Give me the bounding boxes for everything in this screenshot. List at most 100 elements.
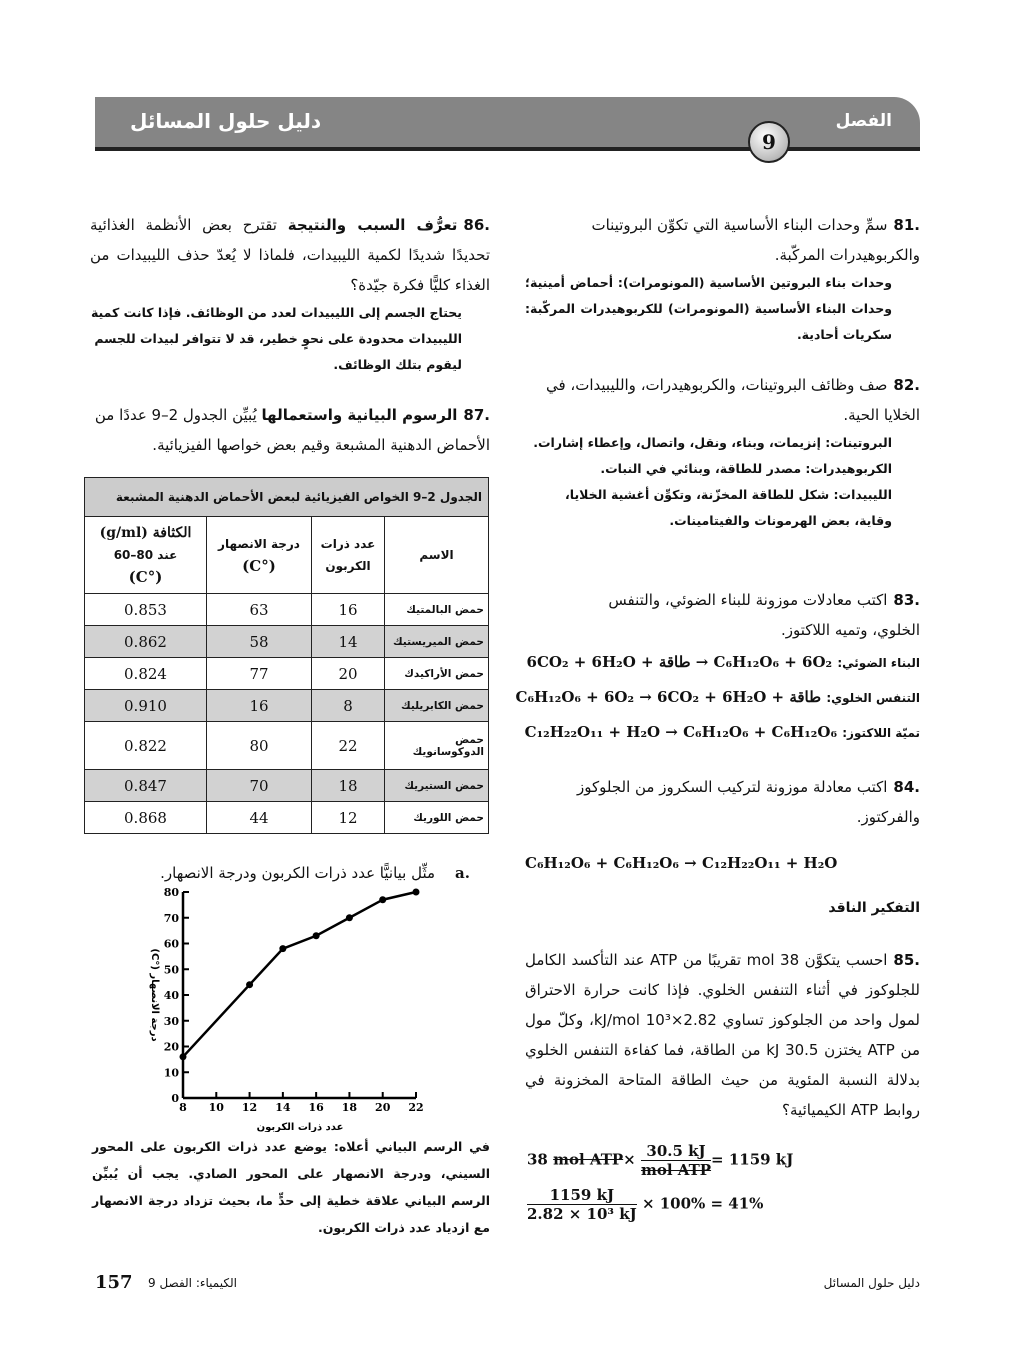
- question-85: 85.احسب يتكوَّن 38 mol تقريبًا من ATP عن…: [525, 945, 920, 1125]
- cell-name: حمض الأراكيدك: [384, 657, 489, 690]
- cell-carbons: 16: [311, 593, 385, 626]
- page-number: 157: [95, 1272, 133, 1293]
- header-unit: (°C): [128, 568, 163, 586]
- equation-lactose-hydrolysis: تميّة اللاكتوز: C₁₂H₂₂O₁₁ + H₂O → C₆H₁₂O…: [525, 715, 920, 750]
- equation-formula: C₁₂H₂₂O₁₁ + H₂O → C₆H₁₂O₆ + C₆H₁₂O₆: [524, 723, 838, 741]
- chapter-number-badge: 9: [748, 121, 790, 163]
- y-tick-label: 60: [164, 938, 180, 951]
- cell-name: حمض البالمتيك: [384, 593, 489, 626]
- calc-fraction: 30.5 kJ mol ATP: [640, 1142, 712, 1179]
- data-point: [179, 1053, 187, 1061]
- x-tick-label: 22: [408, 1101, 423, 1114]
- data-point: [312, 932, 320, 940]
- y-tick-label: 30: [164, 1015, 180, 1028]
- question-text: تقترح بعض الأنظمة الغذائية تحديدًا شديدً…: [90, 216, 490, 294]
- cell-melting: 16: [206, 689, 312, 722]
- cell-density: 0.910: [84, 689, 207, 722]
- cell-melting: 58: [206, 625, 312, 658]
- question-81: 81.سمِّ وحدات البناء الأساسية التي تكوِّ…: [525, 210, 920, 348]
- part-label: a.: [455, 864, 470, 882]
- cell-melting: 77: [206, 657, 312, 690]
- fraction-numerator: 30.5 kJ: [640, 1142, 712, 1161]
- equation-formula: 6CO₂ + 6H₂O + طاقة → C₆H₁₂O₆ + 6O₂: [526, 653, 833, 671]
- y-tick-label: 10: [164, 1066, 180, 1079]
- equation-respiration: التنفس الخلوي: C₆H₁₂O₆ + 6O₂ → 6CO₂ + 6H…: [516, 680, 921, 715]
- cell-density: 0.853: [84, 593, 207, 626]
- cell-density: 0.822: [84, 721, 207, 770]
- column-header-name: الاسم: [384, 516, 489, 594]
- calc-result: = 1159 kJ: [711, 1150, 794, 1169]
- column-header-melting: درجة الانصهار (°C): [206, 516, 312, 594]
- header-title: دليل حلول المسائل: [130, 109, 322, 133]
- question-number: 86.: [463, 216, 490, 234]
- question-text: احسب يتكوَّن 38 mol تقريبًا من ATP عند ا…: [525, 951, 920, 1119]
- question-83: 83.اكتب معادلات موزونة للبناء الضوئي، وا…: [516, 585, 921, 750]
- x-axis-label: عدد ذرات الكربون: [257, 1122, 344, 1132]
- header-unit: (°C): [242, 557, 276, 575]
- footer-section: دليل حلول المسائل: [823, 1276, 920, 1290]
- equation-sucrose: C₆H₁₂O₆ + C₆H₁₂O₆ → C₁₂H₂₂O₁₁ + H₂O: [525, 854, 838, 872]
- question-86: 86. تعرُّف السبب والنتيجة تقترح بعض الأنظ…: [90, 210, 490, 378]
- chapter-label: الفصل: [835, 111, 892, 131]
- cell-density: 0.847: [84, 769, 207, 802]
- table-row: حمض الأراكيدك 20 77 0.824: [84, 657, 489, 690]
- answer-text: وحدات بناء البروتين الأساسية (المونومرات…: [525, 275, 892, 342]
- cell-name: حمض الميريستيك: [384, 625, 489, 658]
- part-text: مثِّل بيانيًّا عدد ذرات الكربون ودرجة ال…: [160, 864, 436, 882]
- footer-book: الكيمياء: الفصل 9: [148, 1276, 237, 1290]
- cell-carbons: 14: [311, 625, 385, 658]
- cell-carbons: 12: [311, 801, 385, 834]
- question-number: 84.: [893, 778, 920, 796]
- answer-text: يحتاج الجسم إلى الليبيدات لعدد من الوظائ…: [90, 305, 462, 372]
- fraction-numerator: 1159 kJ: [527, 1186, 637, 1205]
- question-82: 82.صف وظائف البروتينات، والكربوهيدرات، و…: [525, 370, 920, 534]
- question-text: اكتب معادلة موزونة لتركيب السكروز من الج…: [576, 778, 920, 826]
- x-tick-label: 18: [342, 1101, 358, 1114]
- data-point: [246, 981, 254, 989]
- cell-carbons: 20: [311, 657, 385, 690]
- x-tick-label: 12: [242, 1101, 257, 1114]
- cell-carbons: 18: [311, 769, 385, 802]
- equation-formula: C₆H₁₂O₆ + 6O₂ → 6CO₂ + 6H₂O + طاقة: [515, 688, 822, 706]
- cell-density: 0.868: [84, 801, 207, 834]
- answer-carbohydrates: الكربوهيدرات: مصدر للطاقة، وبنائي في الن…: [600, 461, 892, 476]
- table-row: حمض الميريستيك 14 58 0.862: [84, 625, 489, 658]
- fraction-denominator: mol ATP: [640, 1161, 712, 1179]
- table-row: حمض الدوكوسانويك 22 80 0.822: [84, 721, 489, 770]
- cell-carbons: 22: [311, 721, 385, 770]
- data-point: [379, 896, 387, 904]
- melting-point-chart: 0 10 20 30 40 50 60 70 80 8 10 12 14 16 18 20 22 عدد ذرات…: [149, 886, 424, 1132]
- cell-density: 0.824: [84, 657, 207, 690]
- cell-name: حمض الدوكوسانويك: [384, 721, 489, 770]
- y-tick-label: 80: [164, 886, 180, 899]
- question-number: 87.: [463, 406, 490, 424]
- table-row: حمض الكابريليك 8 16 0.910: [84, 689, 489, 722]
- answer-lipids: الليبيدات: شكل للطاقة المخزّنة، وتكوِّن …: [565, 487, 892, 528]
- y-tick-label: 20: [164, 1041, 180, 1054]
- data-point: [279, 945, 287, 953]
- part-a-answer: في الرسم البياني أعلاه: يوضع عدد ذرات ال…: [92, 1139, 490, 1235]
- answer-proteins: البروتينات: إنزيمات، وبناء، ونقل، واتصال…: [533, 435, 892, 450]
- question-keyword: تعرُّف السبب والنتيجة: [287, 216, 458, 234]
- header-text: درجة الانصهار: [218, 537, 300, 551]
- header-text: عند 80–60: [113, 548, 178, 562]
- data-point: [345, 914, 353, 922]
- x-tick-label: 10: [209, 1101, 225, 1114]
- table-title: الجدول 2–9 الخواص الفيزيائية لبعض الأحما…: [84, 477, 489, 517]
- cell-name: حمض الكابريليك: [384, 689, 489, 722]
- question-number: 82.: [893, 376, 920, 394]
- question-text: سمِّ وحدات البناء الأساسية التي تكوِّن ا…: [591, 216, 920, 264]
- y-tick-label: 70: [164, 912, 180, 925]
- question-text: صف وظائف البروتينات، والكربوهيدرات، والل…: [545, 376, 920, 424]
- calc-operator: ×: [623, 1150, 636, 1169]
- header-text: الكثافة (g/ml): [99, 525, 192, 541]
- cell-melting: 80: [206, 721, 312, 770]
- question-84: 84.اكتب معادلة موزونة لتركيب السكروز من …: [525, 772, 920, 880]
- equation-label: البناء الضوئي:: [837, 656, 920, 670]
- question-text: يُبيِّن الجدول 2–9 عددًا من الأحماض الده…: [94, 406, 490, 454]
- question-keyword: الرسوم البيانية واستعمالها: [261, 406, 458, 424]
- calculation-efficiency: 1159 kJ 2.82 × 10³ kJ × 100% = 41%: [527, 1186, 763, 1223]
- equation-label: التنفس الخلوي:: [826, 691, 920, 705]
- x-tick-label: 16: [308, 1101, 324, 1114]
- calculation-energy: 38 mol ATP× 30.5 kJ mol ATP = 1159 kJ: [527, 1142, 793, 1179]
